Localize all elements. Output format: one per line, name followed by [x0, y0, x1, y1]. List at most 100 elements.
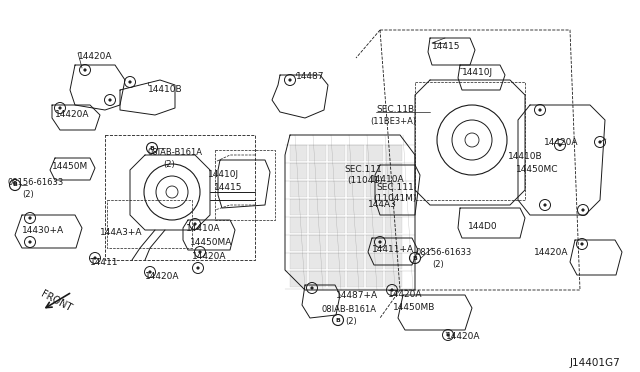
- Circle shape: [289, 79, 291, 81]
- Text: 14411+A: 14411+A: [372, 245, 414, 254]
- Bar: [385, 271, 402, 287]
- Text: 14450MB: 14450MB: [393, 303, 435, 312]
- Circle shape: [29, 241, 31, 243]
- Text: 14420A: 14420A: [544, 138, 579, 147]
- Text: SEC.111: SEC.111: [344, 165, 381, 174]
- Circle shape: [149, 271, 151, 273]
- Bar: [309, 181, 326, 197]
- Bar: [309, 145, 326, 161]
- Circle shape: [84, 69, 86, 71]
- Bar: [366, 181, 383, 197]
- Text: 14420A: 14420A: [534, 248, 568, 257]
- Bar: [328, 271, 345, 287]
- Bar: [328, 235, 345, 251]
- Bar: [328, 217, 345, 233]
- Bar: [366, 163, 383, 179]
- Bar: [366, 217, 383, 233]
- Text: 144A3: 144A3: [368, 200, 397, 209]
- Text: 14420A: 14420A: [192, 252, 227, 261]
- Text: 08IAB-B161A: 08IAB-B161A: [148, 148, 203, 157]
- Bar: [290, 253, 307, 269]
- Text: (2): (2): [163, 160, 175, 169]
- Bar: [385, 163, 402, 179]
- Circle shape: [544, 204, 546, 206]
- Circle shape: [581, 243, 583, 245]
- Bar: [385, 253, 402, 269]
- Bar: [290, 145, 307, 161]
- Bar: [328, 199, 345, 215]
- Bar: [347, 217, 364, 233]
- Circle shape: [94, 257, 96, 259]
- Bar: [347, 145, 364, 161]
- Bar: [328, 253, 345, 269]
- Bar: [290, 199, 307, 215]
- Circle shape: [129, 81, 131, 83]
- Text: 14420A: 14420A: [388, 290, 422, 299]
- Text: 14450MA: 14450MA: [190, 238, 232, 247]
- Text: B: B: [413, 256, 417, 260]
- Circle shape: [539, 109, 541, 111]
- Bar: [366, 145, 383, 161]
- Circle shape: [29, 217, 31, 219]
- Bar: [385, 145, 402, 161]
- Text: B: B: [13, 183, 17, 187]
- Text: 144A3+A: 144A3+A: [100, 228, 143, 237]
- Text: B: B: [335, 317, 340, 323]
- Text: 14487: 14487: [296, 72, 324, 81]
- Text: 14410A: 14410A: [370, 175, 404, 184]
- Bar: [328, 163, 345, 179]
- Circle shape: [559, 144, 561, 146]
- Circle shape: [109, 99, 111, 101]
- Bar: [385, 217, 402, 233]
- Circle shape: [599, 141, 601, 143]
- Text: (11BE3+A): (11BE3+A): [370, 117, 416, 126]
- Text: 14430+A: 14430+A: [22, 226, 64, 235]
- Text: 14410J: 14410J: [208, 170, 239, 179]
- Text: 14411: 14411: [90, 258, 118, 267]
- Text: (11041M): (11041M): [373, 194, 417, 203]
- Text: 08156-61633: 08156-61633: [8, 178, 64, 187]
- Text: 14410J: 14410J: [462, 68, 493, 77]
- Text: SEC.111: SEC.111: [376, 183, 413, 192]
- Bar: [347, 271, 364, 287]
- Bar: [328, 145, 345, 161]
- Text: 14420A: 14420A: [446, 332, 481, 341]
- Text: 08IAB-B161A: 08IAB-B161A: [322, 305, 377, 314]
- Bar: [347, 253, 364, 269]
- Text: (11041): (11041): [347, 176, 383, 185]
- Text: 14415: 14415: [214, 183, 243, 192]
- Bar: [290, 163, 307, 179]
- Text: 14410A: 14410A: [186, 224, 221, 233]
- Text: 14410B: 14410B: [148, 85, 182, 94]
- Bar: [309, 217, 326, 233]
- Text: 14420A: 14420A: [55, 110, 90, 119]
- Text: 14410B: 14410B: [508, 152, 543, 161]
- Circle shape: [379, 241, 381, 243]
- Bar: [385, 199, 402, 215]
- Bar: [366, 235, 383, 251]
- Text: (2): (2): [432, 260, 444, 269]
- Text: B: B: [150, 145, 154, 151]
- Bar: [366, 271, 383, 287]
- Text: 14450MC: 14450MC: [516, 165, 559, 174]
- Bar: [347, 235, 364, 251]
- Text: (2): (2): [345, 317, 356, 326]
- Circle shape: [59, 107, 61, 109]
- Circle shape: [199, 251, 201, 253]
- Text: 14420A: 14420A: [78, 52, 113, 61]
- Text: FRONT: FRONT: [39, 289, 73, 313]
- Bar: [385, 235, 402, 251]
- Bar: [385, 181, 402, 197]
- Circle shape: [311, 287, 313, 289]
- Bar: [290, 271, 307, 287]
- Text: 14487+A: 14487+A: [336, 291, 378, 300]
- Bar: [328, 181, 345, 197]
- Bar: [309, 199, 326, 215]
- Circle shape: [391, 289, 393, 291]
- Bar: [347, 199, 364, 215]
- Bar: [309, 271, 326, 287]
- Bar: [309, 163, 326, 179]
- Bar: [347, 181, 364, 197]
- Bar: [309, 253, 326, 269]
- Bar: [347, 163, 364, 179]
